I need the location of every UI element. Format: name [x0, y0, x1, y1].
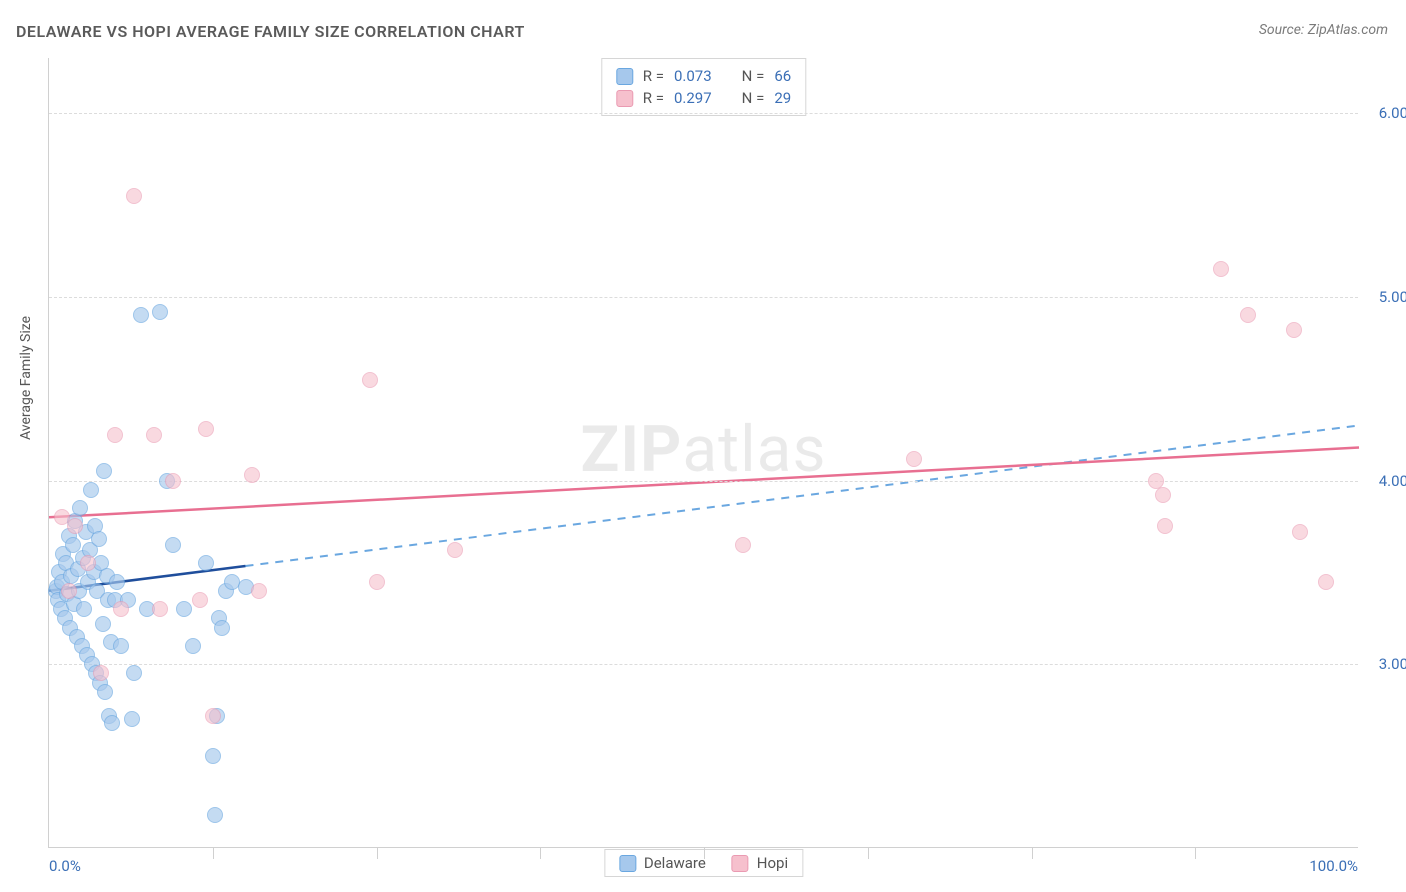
data-point — [133, 307, 149, 323]
data-point — [214, 620, 230, 636]
legend-label: Hopi — [757, 854, 788, 872]
legend-item: Hopi — [732, 854, 788, 872]
gridline — [49, 297, 1358, 298]
x-tick — [1032, 847, 1033, 859]
data-point — [244, 467, 260, 483]
n-label: N = — [742, 87, 765, 109]
data-point — [72, 500, 88, 516]
x-tick — [213, 847, 214, 859]
data-point — [205, 708, 221, 724]
data-point — [126, 188, 142, 204]
swatch — [732, 855, 749, 872]
plot-svg — [49, 58, 1358, 847]
x-tick-label: 100.0% — [1309, 857, 1358, 875]
data-point — [80, 555, 96, 571]
swatch — [616, 68, 633, 85]
data-point — [1286, 322, 1302, 338]
data-point — [146, 427, 162, 443]
data-point — [1155, 487, 1171, 503]
n-label: N = — [742, 65, 765, 87]
plot-area: ZIPatlas R =0.073N =66R =0.297N =29 Dela… — [48, 58, 1358, 848]
stats-row: R = 0.297 N = 29 — [616, 87, 791, 109]
data-point — [96, 463, 112, 479]
n-value: 29 — [774, 87, 791, 109]
data-point — [165, 473, 181, 489]
legend-item: Delaware — [619, 854, 706, 872]
x-tick — [868, 847, 869, 859]
x-tick — [704, 847, 705, 859]
data-point — [124, 711, 140, 727]
data-point — [93, 665, 109, 681]
data-point — [207, 807, 223, 823]
data-point — [176, 601, 192, 617]
data-point — [185, 638, 201, 654]
data-point — [97, 684, 113, 700]
data-point — [198, 421, 214, 437]
r-label: R = — [643, 87, 664, 109]
data-point — [76, 601, 92, 617]
swatch — [616, 90, 633, 107]
gridline — [49, 664, 1358, 665]
data-point — [1240, 307, 1256, 323]
data-point — [126, 665, 142, 681]
data-point — [109, 574, 125, 590]
data-point — [67, 518, 83, 534]
stats-row: R = 0.073 N = 66 — [616, 65, 791, 87]
r-value: 0.297 — [674, 87, 712, 109]
data-point — [1213, 261, 1229, 277]
data-point — [192, 592, 208, 608]
data-point — [369, 574, 385, 590]
data-point — [95, 616, 111, 632]
y-tick-label: 3.00 — [1364, 655, 1406, 673]
chart-title: DELAWARE VS HOPI AVERAGE FAMILY SIZE COR… — [16, 22, 525, 41]
data-point — [165, 537, 181, 553]
swatch — [619, 855, 636, 872]
trend-line-dashed — [246, 425, 1360, 566]
data-point — [251, 583, 267, 599]
data-point — [1148, 473, 1164, 489]
legend-label: Delaware — [644, 854, 706, 872]
r-label: R = — [643, 65, 664, 87]
x-tick — [540, 847, 541, 859]
data-point — [91, 531, 107, 547]
data-point — [107, 427, 123, 443]
y-tick-label: 6.00 — [1364, 104, 1406, 122]
data-point — [104, 715, 120, 731]
gridline — [49, 113, 1358, 114]
y-axis-label: Average Family Size — [18, 316, 34, 440]
data-point — [906, 451, 922, 467]
data-point — [1318, 574, 1334, 590]
data-point — [113, 601, 129, 617]
n-value: 66 — [774, 65, 791, 87]
data-point — [152, 304, 168, 320]
data-point — [1157, 518, 1173, 534]
data-point — [152, 601, 168, 617]
x-tick — [377, 847, 378, 859]
y-tick-label: 4.00 — [1364, 472, 1406, 490]
data-point — [83, 482, 99, 498]
x-tick — [1195, 847, 1196, 859]
data-point — [735, 537, 751, 553]
source-label: Source: ZipAtlas.com — [1259, 22, 1388, 38]
data-point — [1292, 524, 1308, 540]
data-point — [362, 372, 378, 388]
r-value: 0.073 — [674, 65, 712, 87]
data-point — [198, 555, 214, 571]
data-point — [205, 748, 221, 764]
data-point — [61, 583, 77, 599]
stats-box: R = 0.073 N = 66 R = 0.297 N = 29 — [601, 58, 806, 116]
y-tick-label: 5.00 — [1364, 288, 1406, 306]
data-point — [447, 542, 463, 558]
data-point — [113, 638, 129, 654]
x-tick-label: 0.0% — [49, 857, 81, 875]
